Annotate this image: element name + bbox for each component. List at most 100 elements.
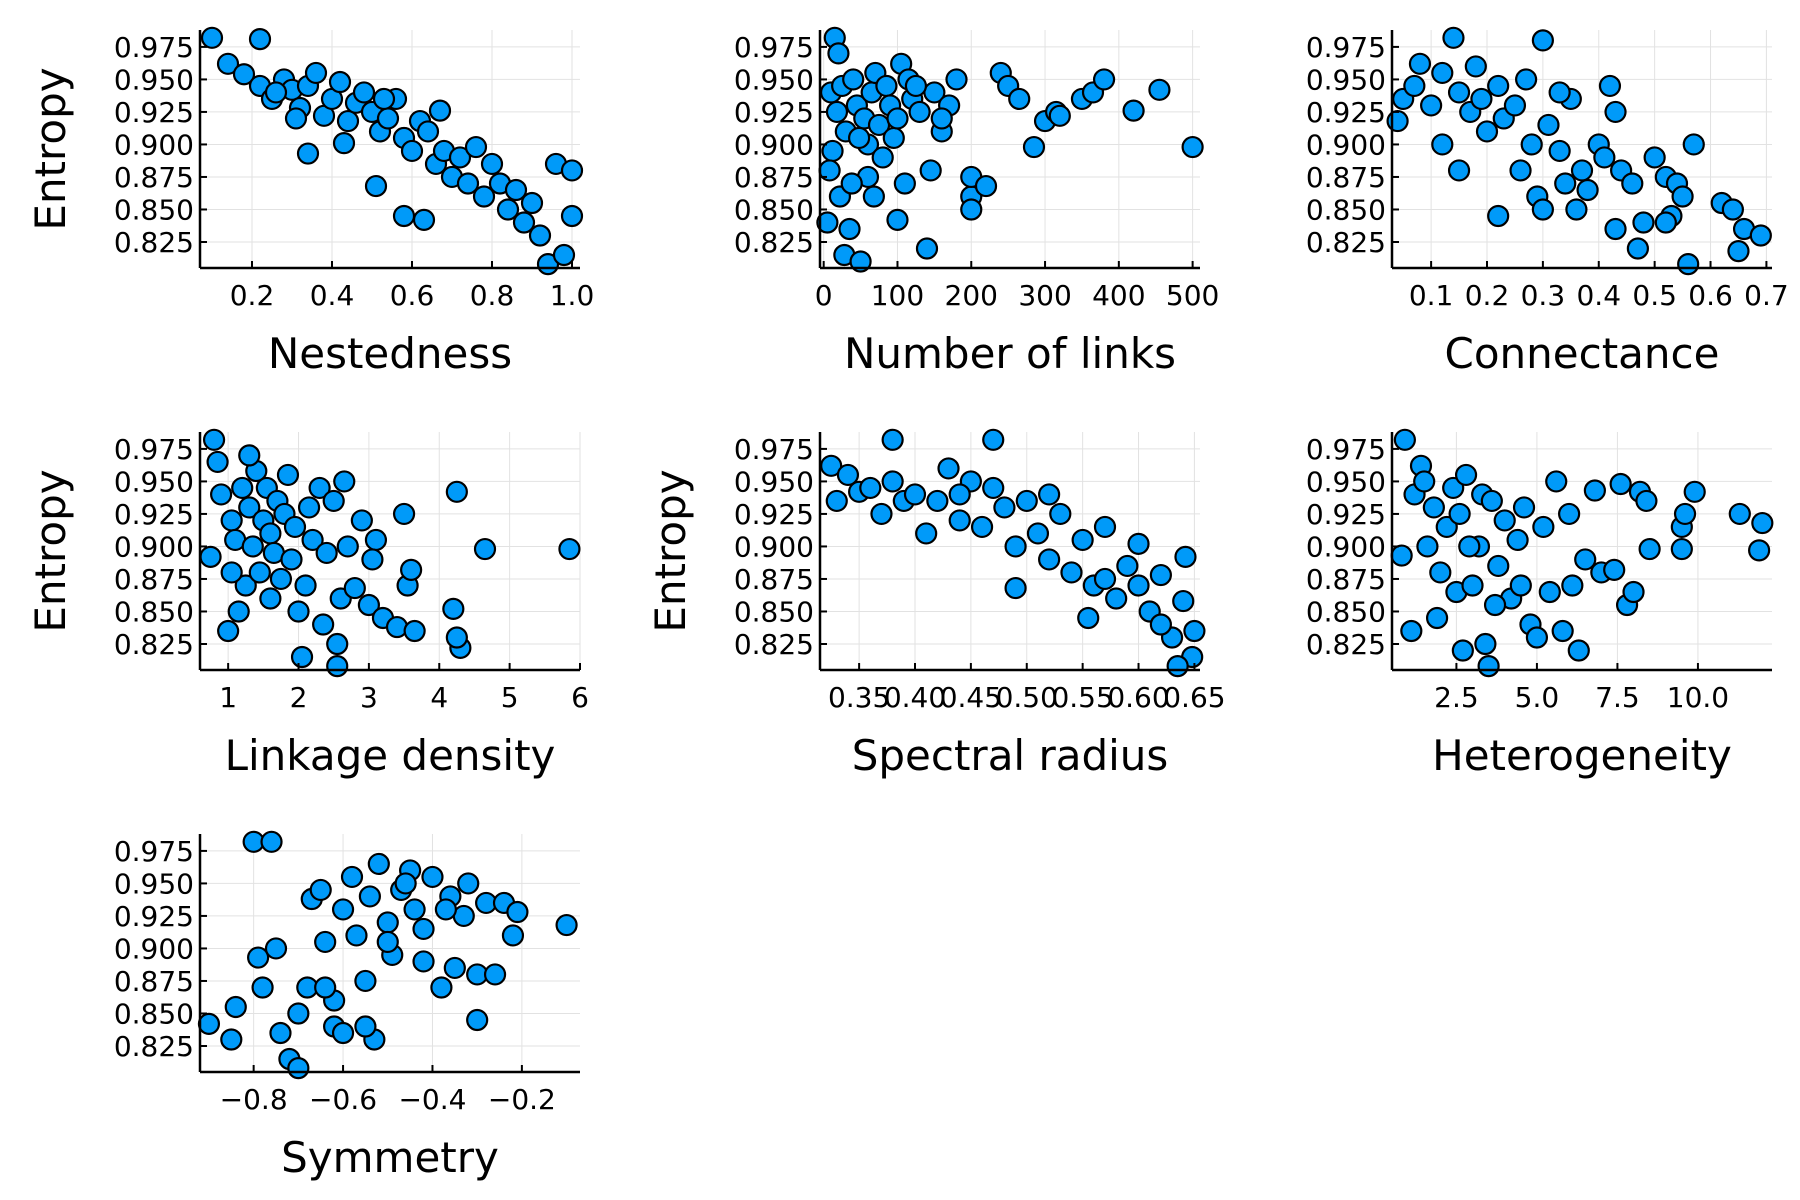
data-point: [220, 509, 243, 532]
data-point: [1093, 515, 1117, 539]
x-axis-title: Nestedness: [268, 329, 512, 378]
data-point: [1403, 74, 1426, 98]
data-point: [241, 535, 264, 558]
data-point: [364, 528, 388, 552]
data-point: [343, 576, 366, 600]
data-point: [400, 139, 424, 163]
data-point: [1677, 252, 1700, 276]
x-tick-label: 0.65: [1163, 681, 1225, 714]
data-point: [331, 898, 355, 921]
y-tick-label: 0.850: [114, 997, 194, 1030]
y-tick-label: 0.975: [734, 31, 814, 64]
data-point: [480, 152, 504, 176]
data-point: [558, 537, 581, 561]
data-point: [512, 211, 536, 234]
data-point: [392, 204, 416, 228]
y-tick-label: 0.850: [114, 193, 194, 226]
data-point: [506, 900, 529, 924]
data-point: [1077, 606, 1100, 630]
y-tick-label: 0.925: [114, 900, 194, 933]
data-point: [445, 480, 468, 503]
data-point: [1093, 567, 1117, 591]
x-tick-label: 5: [501, 681, 519, 714]
data-point: [893, 172, 916, 195]
data-point: [982, 428, 1005, 451]
x-tick-label: 100: [871, 279, 924, 312]
y-tick-label: 0.925: [1306, 96, 1386, 129]
data-point: [1749, 224, 1772, 247]
data-point: [1127, 574, 1150, 597]
data-point: [1477, 654, 1500, 678]
x-tick-label: 0.60: [1107, 681, 1169, 714]
data-point: [930, 107, 953, 130]
data-point: [1683, 480, 1706, 503]
data-point: [870, 502, 893, 526]
data-point: [394, 872, 417, 895]
data-point: [473, 537, 497, 561]
data-point: [227, 600, 250, 623]
data-point: [1429, 561, 1452, 584]
x-axis-title: Linkage density: [225, 731, 556, 780]
data-point: [1609, 472, 1632, 496]
data-point: [1105, 587, 1128, 610]
y-tick-label: 0.875: [734, 563, 814, 596]
data-point: [1451, 639, 1474, 662]
data-point: [948, 483, 971, 506]
data-point: [1483, 593, 1507, 617]
data-point: [403, 898, 426, 921]
y-tick-label: 0.875: [1306, 563, 1386, 596]
x-tick-label: 0.6: [390, 279, 435, 312]
x-tick-label: 0.2: [230, 279, 275, 312]
data-point: [842, 68, 865, 91]
data-point: [287, 1002, 310, 1025]
data-point: [403, 619, 426, 643]
data-point: [1480, 489, 1503, 513]
data-point: [1509, 159, 1532, 182]
y-tick-label: 0.950: [1306, 465, 1386, 498]
data-point: [294, 574, 317, 597]
data-point: [350, 509, 373, 532]
data-point: [276, 463, 300, 487]
data-point: [1183, 619, 1206, 643]
data-point: [259, 522, 282, 545]
data-point: [1060, 561, 1083, 584]
data-point: [326, 654, 349, 678]
data-point: [216, 52, 240, 75]
data-point: [336, 109, 360, 133]
x-tick-label: 5.0: [1515, 681, 1560, 714]
data-point: [1413, 470, 1436, 493]
data-point: [528, 224, 552, 247]
data-point: [993, 496, 1016, 519]
data-point: [1004, 535, 1027, 558]
data-point: [1604, 100, 1627, 124]
data-point: [1422, 496, 1445, 519]
data-point: [238, 444, 261, 467]
data-point: [1565, 198, 1588, 221]
data-point: [1431, 133, 1454, 156]
data-point: [560, 159, 584, 182]
data-point: [416, 120, 440, 143]
x-tick-label: 2.5: [1434, 681, 1479, 714]
data-point: [231, 476, 254, 500]
data-point: [504, 178, 528, 202]
data-point: [1626, 237, 1649, 260]
data-point: [1561, 574, 1584, 597]
data-point: [199, 545, 222, 568]
data-point: [1551, 619, 1574, 643]
data-point: [1643, 146, 1666, 169]
y-tick-label: 0.875: [114, 563, 194, 596]
data-point: [1670, 537, 1693, 561]
data-point: [871, 146, 894, 169]
data-point: [1008, 87, 1031, 111]
data-point: [1654, 211, 1677, 234]
data-point: [825, 100, 849, 124]
data-point: [1512, 496, 1536, 519]
data-point: [220, 1028, 243, 1051]
y-tick-label: 0.925: [114, 96, 194, 129]
data-point: [400, 558, 423, 581]
data-point: [919, 159, 942, 182]
data-point: [364, 174, 388, 198]
data-point: [881, 470, 904, 493]
x-tick-label: 300: [1018, 279, 1071, 312]
